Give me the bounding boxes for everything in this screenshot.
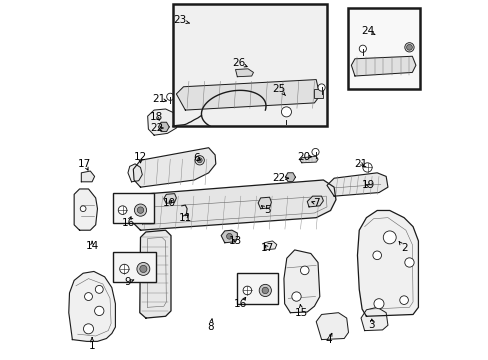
Text: 18: 18 [150, 112, 163, 122]
Text: 14: 14 [85, 241, 99, 251]
Polygon shape [163, 194, 176, 203]
Circle shape [95, 285, 103, 293]
Polygon shape [132, 180, 335, 230]
Text: 23: 23 [173, 15, 189, 26]
Circle shape [372, 251, 381, 260]
Circle shape [137, 262, 149, 275]
Circle shape [406, 44, 411, 50]
Polygon shape [133, 148, 215, 187]
Circle shape [120, 264, 129, 274]
Text: 19: 19 [361, 180, 374, 190]
Circle shape [118, 206, 126, 215]
Polygon shape [284, 250, 319, 313]
Text: 24: 24 [361, 26, 374, 36]
Circle shape [383, 231, 395, 244]
Text: 4: 4 [325, 333, 331, 345]
Bar [314, 89, 323, 98]
Polygon shape [140, 230, 171, 318]
Polygon shape [128, 164, 142, 182]
Bar [236, 273, 277, 304]
Polygon shape [316, 313, 348, 339]
Circle shape [166, 93, 174, 100]
Text: 2: 2 [398, 242, 407, 253]
Circle shape [262, 287, 268, 294]
Text: 20: 20 [297, 152, 311, 162]
Circle shape [94, 306, 104, 316]
Circle shape [317, 84, 325, 91]
Polygon shape [351, 56, 415, 76]
Circle shape [311, 148, 319, 156]
Circle shape [373, 299, 383, 309]
Circle shape [362, 163, 371, 172]
Text: 21: 21 [151, 94, 166, 104]
Text: 3: 3 [368, 319, 374, 330]
Text: 16: 16 [234, 297, 247, 309]
Circle shape [399, 296, 407, 305]
Polygon shape [74, 189, 97, 230]
Text: 7: 7 [311, 198, 319, 208]
Polygon shape [264, 241, 276, 250]
Text: 5: 5 [261, 206, 270, 216]
Text: 10: 10 [163, 198, 175, 208]
Circle shape [83, 324, 93, 334]
Polygon shape [176, 80, 319, 110]
Bar [172, 4, 326, 126]
Circle shape [226, 233, 232, 239]
Bar [112, 252, 155, 282]
Polygon shape [285, 173, 295, 181]
Circle shape [243, 286, 251, 295]
Circle shape [291, 292, 301, 301]
Text: 6: 6 [192, 153, 200, 163]
Text: 1: 1 [89, 338, 95, 351]
Polygon shape [81, 171, 94, 182]
Circle shape [300, 266, 308, 275]
Bar [348, 8, 419, 89]
Circle shape [404, 42, 413, 52]
Circle shape [404, 258, 413, 267]
Text: 11: 11 [178, 213, 192, 222]
Polygon shape [357, 211, 418, 316]
Text: 15: 15 [295, 305, 308, 318]
Polygon shape [147, 109, 179, 135]
Circle shape [134, 204, 146, 216]
Text: 12: 12 [134, 152, 147, 163]
Circle shape [140, 265, 147, 273]
Text: 16: 16 [121, 217, 134, 228]
Circle shape [80, 206, 86, 212]
Text: 17: 17 [78, 159, 91, 170]
Bar [112, 193, 153, 223]
Polygon shape [235, 69, 253, 77]
Text: 22: 22 [150, 123, 163, 133]
Circle shape [197, 158, 202, 163]
Polygon shape [326, 173, 387, 196]
Circle shape [137, 207, 143, 213]
Text: 17: 17 [261, 243, 274, 253]
Polygon shape [300, 156, 317, 163]
Text: 25: 25 [271, 84, 285, 95]
Polygon shape [69, 271, 115, 341]
Polygon shape [306, 196, 323, 207]
Polygon shape [258, 197, 271, 209]
Circle shape [259, 284, 271, 297]
Circle shape [281, 107, 291, 117]
Polygon shape [158, 122, 169, 132]
Text: 8: 8 [207, 319, 213, 332]
Text: 9: 9 [124, 277, 134, 287]
Circle shape [195, 156, 204, 165]
Text: 22: 22 [271, 173, 288, 183]
Text: 13: 13 [228, 236, 242, 246]
Text: 26: 26 [232, 58, 246, 68]
Polygon shape [221, 230, 237, 243]
Text: 21: 21 [354, 159, 367, 169]
Polygon shape [360, 307, 387, 330]
Circle shape [359, 45, 366, 52]
Circle shape [84, 293, 92, 301]
